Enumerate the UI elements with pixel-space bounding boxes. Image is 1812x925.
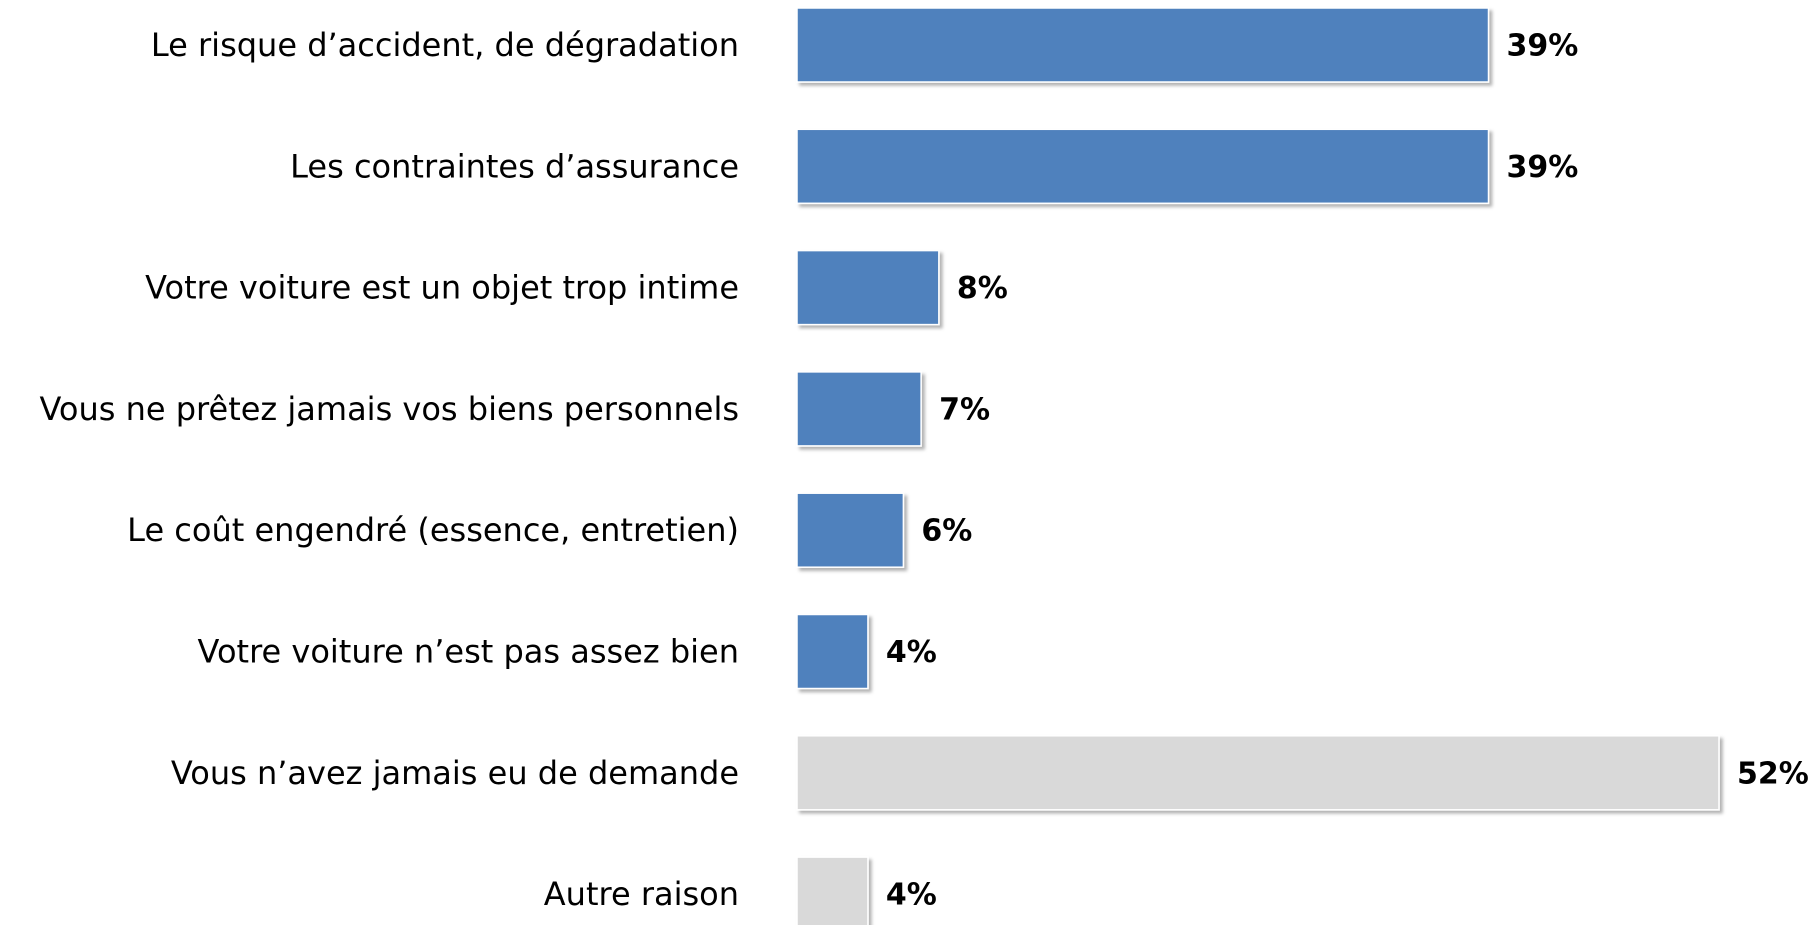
category-label: Les contraintes d’assurance	[290, 147, 739, 185]
category-label: Vous n’avez jamais eu de demande	[171, 754, 739, 792]
value-label: 39%	[1507, 29, 1579, 64]
value-label: 52%	[1737, 756, 1809, 791]
category-label: Le risque d’accident, de dégradation	[151, 26, 739, 64]
value-label: 4%	[886, 878, 937, 913]
bar	[796, 492, 905, 568]
category-label: Vous ne prêtez jamais vos biens personne…	[39, 390, 739, 428]
category-label: Le coût engendré (essence, entretien)	[127, 511, 739, 549]
bar	[796, 249, 940, 326]
category-label: Votre voiture n’est pas assez bien	[198, 633, 739, 671]
category-label: Autre raison	[544, 875, 739, 913]
bar	[796, 7, 1490, 83]
bar	[796, 371, 922, 447]
value-label: 39%	[1507, 150, 1579, 185]
value-label: 8%	[957, 271, 1008, 306]
value-label: 7%	[939, 392, 990, 427]
value-label: 4%	[886, 635, 937, 670]
value-label: 6%	[921, 514, 972, 549]
bar	[796, 856, 869, 925]
bar	[796, 128, 1490, 205]
bar	[796, 735, 1720, 811]
bar	[796, 613, 869, 690]
category-label: Votre voiture est un objet trop intime	[145, 269, 739, 307]
